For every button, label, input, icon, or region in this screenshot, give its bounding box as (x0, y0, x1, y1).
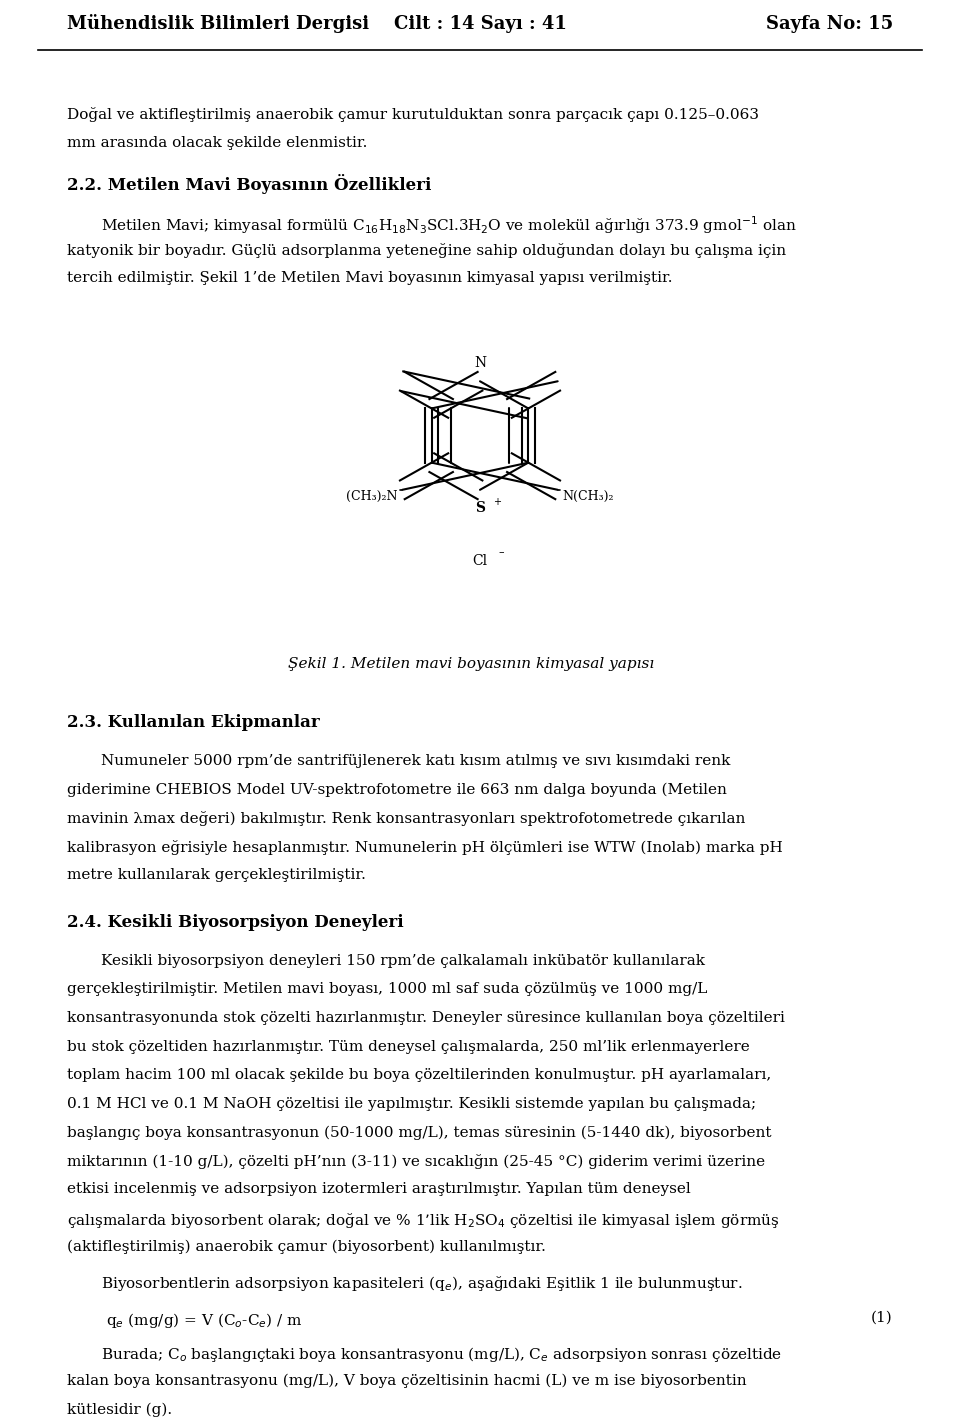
Text: Kesikli biyosorpsiyon deneyleri 150 rpm’de çalkalamalı inkübatör kullanılarak: Kesikli biyosorpsiyon deneyleri 150 rpm’… (101, 954, 705, 968)
Text: başlangıç boya konsantrasyonun (50-1000 mg/L), temas süresinin (5-1440 dk), biyo: başlangıç boya konsantrasyonun (50-1000 … (67, 1125, 772, 1140)
Text: +: + (493, 497, 501, 507)
Text: giderimine CHEBIOS Model UV-spektrofotometre ile 663 nm dalga boyunda (Metilen: giderimine CHEBIOS Model UV-spektrofotom… (67, 783, 727, 797)
Text: metre kullanılarak gerçekleştirilmiştir.: metre kullanılarak gerçekleştirilmiştir. (67, 868, 366, 883)
Text: Cilt : 14 Sayı : 41: Cilt : 14 Sayı : 41 (394, 14, 566, 33)
Text: kalibrasyon eğrisiyle hesaplanmıştır. Numunelerin pH ölçümleri ise WTW (Inolab) : kalibrasyon eğrisiyle hesaplanmıştır. Nu… (67, 840, 783, 855)
Text: bu stok çözeltiden hazırlanmıştır. Tüm deneysel çalışmalarda, 250 ml’lik erlenma: bu stok çözeltiden hazırlanmıştır. Tüm d… (67, 1040, 750, 1054)
Text: q$_e$ (mg/g) = V (C$_o$-C$_e$) / m: q$_e$ (mg/g) = V (C$_o$-C$_e$) / m (106, 1311, 302, 1329)
Text: 2.3. Kullanılan Ekipmanlar: 2.3. Kullanılan Ekipmanlar (67, 714, 320, 731)
Text: Numuneler 5000 rpm’de santrifüjlenerek katı kısım atılmış ve sıvı kısımdaki renk: Numuneler 5000 rpm’de santrifüjlenerek k… (101, 754, 731, 768)
Text: kalan boya konsantrasyonu (mg/L), V boya çözeltisinin hacmi (L) ve m ise biyosor: kalan boya konsantrasyonu (mg/L), V boya… (67, 1374, 747, 1388)
Text: miktarının (1-10 g/L), çözelti pH’nın (3-11) ve sıcaklığın (25-45 °C) giderim ve: miktarının (1-10 g/L), çözelti pH’nın (3… (67, 1154, 765, 1170)
Text: mm arasında olacak şekilde elenmistir.: mm arasında olacak şekilde elenmistir. (67, 136, 368, 150)
Text: konsantrasyonunda stok çözelti hazırlanmıştır. Deneyler süresince kullanılan boy: konsantrasyonunda stok çözelti hazırlanm… (67, 1011, 785, 1025)
Text: (1): (1) (871, 1311, 893, 1325)
Text: Cl: Cl (472, 554, 488, 568)
Text: çalışmalarda biyosorbent olarak; doğal ve % 1’lik H$_2$SO$_4$ çözeltisi ile kimy: çalışmalarda biyosorbent olarak; doğal v… (67, 1211, 780, 1230)
Text: 0.1 M HCl ve 0.1 M NaOH çözeltisi ile yapılmıştır. Kesikli sistemde yapılan bu ç: 0.1 M HCl ve 0.1 M NaOH çözeltisi ile ya… (67, 1097, 756, 1111)
Text: 2.4. Kesikli Biyosorpsiyon Deneyleri: 2.4. Kesikli Biyosorpsiyon Deneyleri (67, 914, 404, 931)
Text: toplam hacim 100 ml olacak şekilde bu boya çözeltilerinden konulmuştur. pH ayarl: toplam hacim 100 ml olacak şekilde bu bo… (67, 1068, 772, 1082)
Text: kütlesidir (g).: kütlesidir (g). (67, 1402, 173, 1417)
Text: 2.2. Metilen Mavi Boyasının Özellikleri: 2.2. Metilen Mavi Boyasının Özellikleri (67, 174, 432, 194)
Text: N: N (474, 356, 486, 370)
Text: (CH₃)₂N: (CH₃)₂N (346, 490, 397, 504)
Text: katyonik bir boyadır. Güçlü adsorplanma yeteneğine sahip olduğundan dolayı bu ça: katyonik bir boyadır. Güçlü adsorplanma … (67, 243, 786, 258)
Text: Sayfa No: 15: Sayfa No: 15 (765, 14, 893, 33)
Text: S: S (475, 501, 485, 516)
Text: mavinin λmax değeri) bakılmıştır. Renk konsantrasyonları spektrofotometrede çıka: mavinin λmax değeri) bakılmıştır. Renk k… (67, 811, 746, 827)
Text: gerçekleştirilmiştir. Metilen mavi boyası, 1000 ml saf suda çözülmüş ve 1000 mg/: gerçekleştirilmiştir. Metilen mavi boyas… (67, 982, 708, 997)
Text: etkisi incelenmiş ve adsorpsiyon izotermleri araştırılmıştır. Yapılan tüm deneys: etkisi incelenmiş ve adsorpsiyon izoterm… (67, 1182, 691, 1197)
Text: Metilen Mavi; kimyasal formülü C$_{16}$H$_{18}$N$_3$SCl.3H$_2$O ve molekül ağırl: Metilen Mavi; kimyasal formülü C$_{16}$H… (101, 214, 797, 236)
Text: (aktifleştirilmiş) anaerobik çamur (biyosorbent) kullanılmıştır.: (aktifleştirilmiş) anaerobik çamur (biyo… (67, 1240, 546, 1254)
Text: Biyosorbentlerin adsorpsiyon kapasiteleri (q$_e$), aşağıdaki Eşitlik 1 ile bulun: Biyosorbentlerin adsorpsiyon kapasiteler… (101, 1274, 742, 1292)
Text: Şekil 1. Metilen mavi boyasının kimyasal yapısı: Şekil 1. Metilen mavi boyasının kimyasal… (288, 657, 655, 671)
Text: Mühendislik Bilimleri Dergisi: Mühendislik Bilimleri Dergisi (67, 14, 370, 33)
Text: tercih edilmiştir. Şekil 1’de Metilen Mavi boyasının kimyasal yapısı verilmiştir: tercih edilmiştir. Şekil 1’de Metilen Ma… (67, 271, 673, 286)
Text: N(CH₃)₂: N(CH₃)₂ (563, 490, 614, 504)
Text: Doğal ve aktifleştirilmiş anaerobik çamur kurutulduktan sonra parçacık çapı 0.12: Doğal ve aktifleştirilmiş anaerobik çamu… (67, 107, 759, 123)
Text: –: – (498, 547, 504, 557)
Text: Burada; C$_o$ başlangıçtaki boya konsantrasyonu (mg/L), C$_e$ adsorpsiyon sonras: Burada; C$_o$ başlangıçtaki boya konsant… (101, 1345, 782, 1364)
